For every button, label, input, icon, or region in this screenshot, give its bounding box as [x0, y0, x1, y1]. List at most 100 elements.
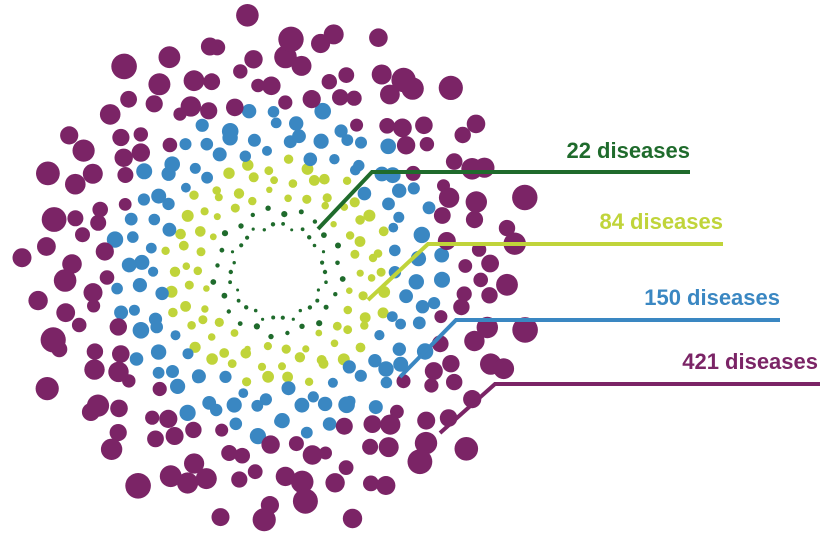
ring-3-dot: [378, 361, 394, 377]
ring-2-dot: [168, 307, 178, 318]
ring-3-dot: [389, 244, 401, 257]
ring-4-dot: [90, 214, 107, 231]
ring-3-dot: [192, 372, 204, 384]
ring-4-dot: [53, 269, 77, 292]
ring-2-dot: [342, 176, 352, 185]
ring-3-dot: [152, 366, 165, 379]
ring-2-dot: [350, 249, 360, 259]
ring-1-dot: [321, 250, 326, 254]
ring-2-dot: [212, 186, 221, 195]
ring-4-dot: [362, 438, 379, 455]
ring-1-dot: [236, 288, 240, 292]
ring-4-dot: [125, 473, 151, 499]
ring-2-dot: [288, 179, 298, 188]
ring-1-dot: [253, 308, 258, 313]
ring-3-dot: [200, 137, 214, 151]
ring-4-dot: [252, 508, 276, 532]
ring-4-dot: [185, 421, 202, 439]
ring-4-dot: [302, 90, 321, 109]
ring-1-dot: [300, 227, 305, 232]
ring-4-dot: [40, 327, 66, 353]
ring-3-dot: [393, 356, 409, 372]
ring-4-dot: [415, 116, 433, 135]
ring-2-dot: [318, 358, 329, 369]
ring-1-dot: [298, 308, 302, 313]
ring-2-dot: [193, 266, 203, 276]
ring-3-dot: [314, 102, 332, 120]
ring-4-dot: [369, 28, 388, 47]
ring-1-dot: [285, 330, 290, 336]
ring-4-dot: [71, 317, 87, 333]
ring-4-dot: [471, 242, 487, 257]
ring-3-dot: [150, 344, 167, 360]
ring-1-dot: [262, 228, 266, 232]
ring-3-dot: [303, 152, 318, 167]
ring-3-dot: [313, 133, 329, 149]
ring-3-dot: [124, 212, 138, 226]
ring-1-dot: [321, 232, 327, 239]
ring-1-dot: [270, 222, 276, 227]
ring-3-dot: [322, 417, 337, 431]
ring-2-dot: [294, 352, 306, 363]
ring-4-dot: [118, 198, 132, 211]
ring-4-dot: [407, 449, 433, 475]
ring-3-dot: [355, 136, 367, 149]
ring-2-dot: [169, 266, 181, 277]
ring-4-dot: [319, 446, 332, 460]
ring-4-dot: [234, 447, 250, 464]
ring-4-dot: [231, 471, 248, 488]
ring-3-dot: [327, 377, 338, 388]
ring-4-dot: [184, 453, 205, 474]
ring-3-dot: [151, 188, 167, 204]
ring-2-dot: [214, 317, 224, 327]
leader-line-ring-3: [398, 318, 780, 379]
ring-3-dot: [382, 197, 395, 211]
ring-1-dot: [245, 235, 250, 240]
ring-4-dot: [165, 427, 184, 445]
label-ring-4: 421 diseases: [682, 349, 818, 374]
ring-4-dot: [379, 118, 395, 134]
ring-3-dot: [106, 231, 124, 248]
ring-3-dot: [195, 118, 209, 132]
ring-4-dot: [41, 207, 67, 232]
ring-2-dot: [355, 215, 365, 225]
ring-4-dot: [346, 90, 362, 106]
ring-4-dot: [323, 24, 344, 45]
ring-2-dot: [230, 329, 239, 337]
ring-4-dot: [251, 78, 265, 93]
ring-3-dot: [132, 322, 150, 339]
ring-2-dot: [367, 274, 376, 282]
ring-3-dot: [368, 354, 382, 368]
ring-2-dot: [378, 226, 389, 237]
ring-1-dot: [271, 315, 276, 320]
ring-4-dot: [200, 102, 218, 120]
ring-4-dot: [378, 437, 399, 458]
ring-2-dot: [187, 321, 196, 330]
ring-4-dot: [120, 90, 137, 108]
ring-4-dot: [159, 409, 178, 428]
ring-3-dot: [164, 156, 180, 172]
ring-3-dot: [162, 197, 175, 211]
ring-4-dot: [247, 464, 263, 480]
ring-4-dot: [95, 242, 114, 261]
ring-2-dot: [377, 307, 389, 319]
ring-4-dot: [290, 470, 314, 494]
ring-1-dot: [281, 222, 285, 226]
ring-4-dot: [325, 473, 345, 493]
ring-4-dot: [177, 472, 199, 494]
ring-3-dot: [114, 305, 129, 320]
ring-3-dot: [392, 342, 406, 356]
ring-2-dot: [283, 154, 294, 164]
ring-4-dot: [278, 26, 304, 52]
ring-4-dot: [233, 64, 248, 79]
ring-3-dot: [148, 213, 161, 226]
ring-1-dot: [215, 263, 220, 268]
ring-4-dot: [112, 345, 130, 363]
ring-3-dot: [201, 171, 214, 184]
ring-1-dot: [232, 261, 236, 265]
ring-2-dot: [242, 159, 254, 171]
ring-2-dot: [196, 247, 206, 257]
label-ring-2: 84 diseases: [599, 209, 723, 234]
ring-2-dot: [322, 193, 332, 203]
ring-4-dot: [332, 89, 349, 106]
